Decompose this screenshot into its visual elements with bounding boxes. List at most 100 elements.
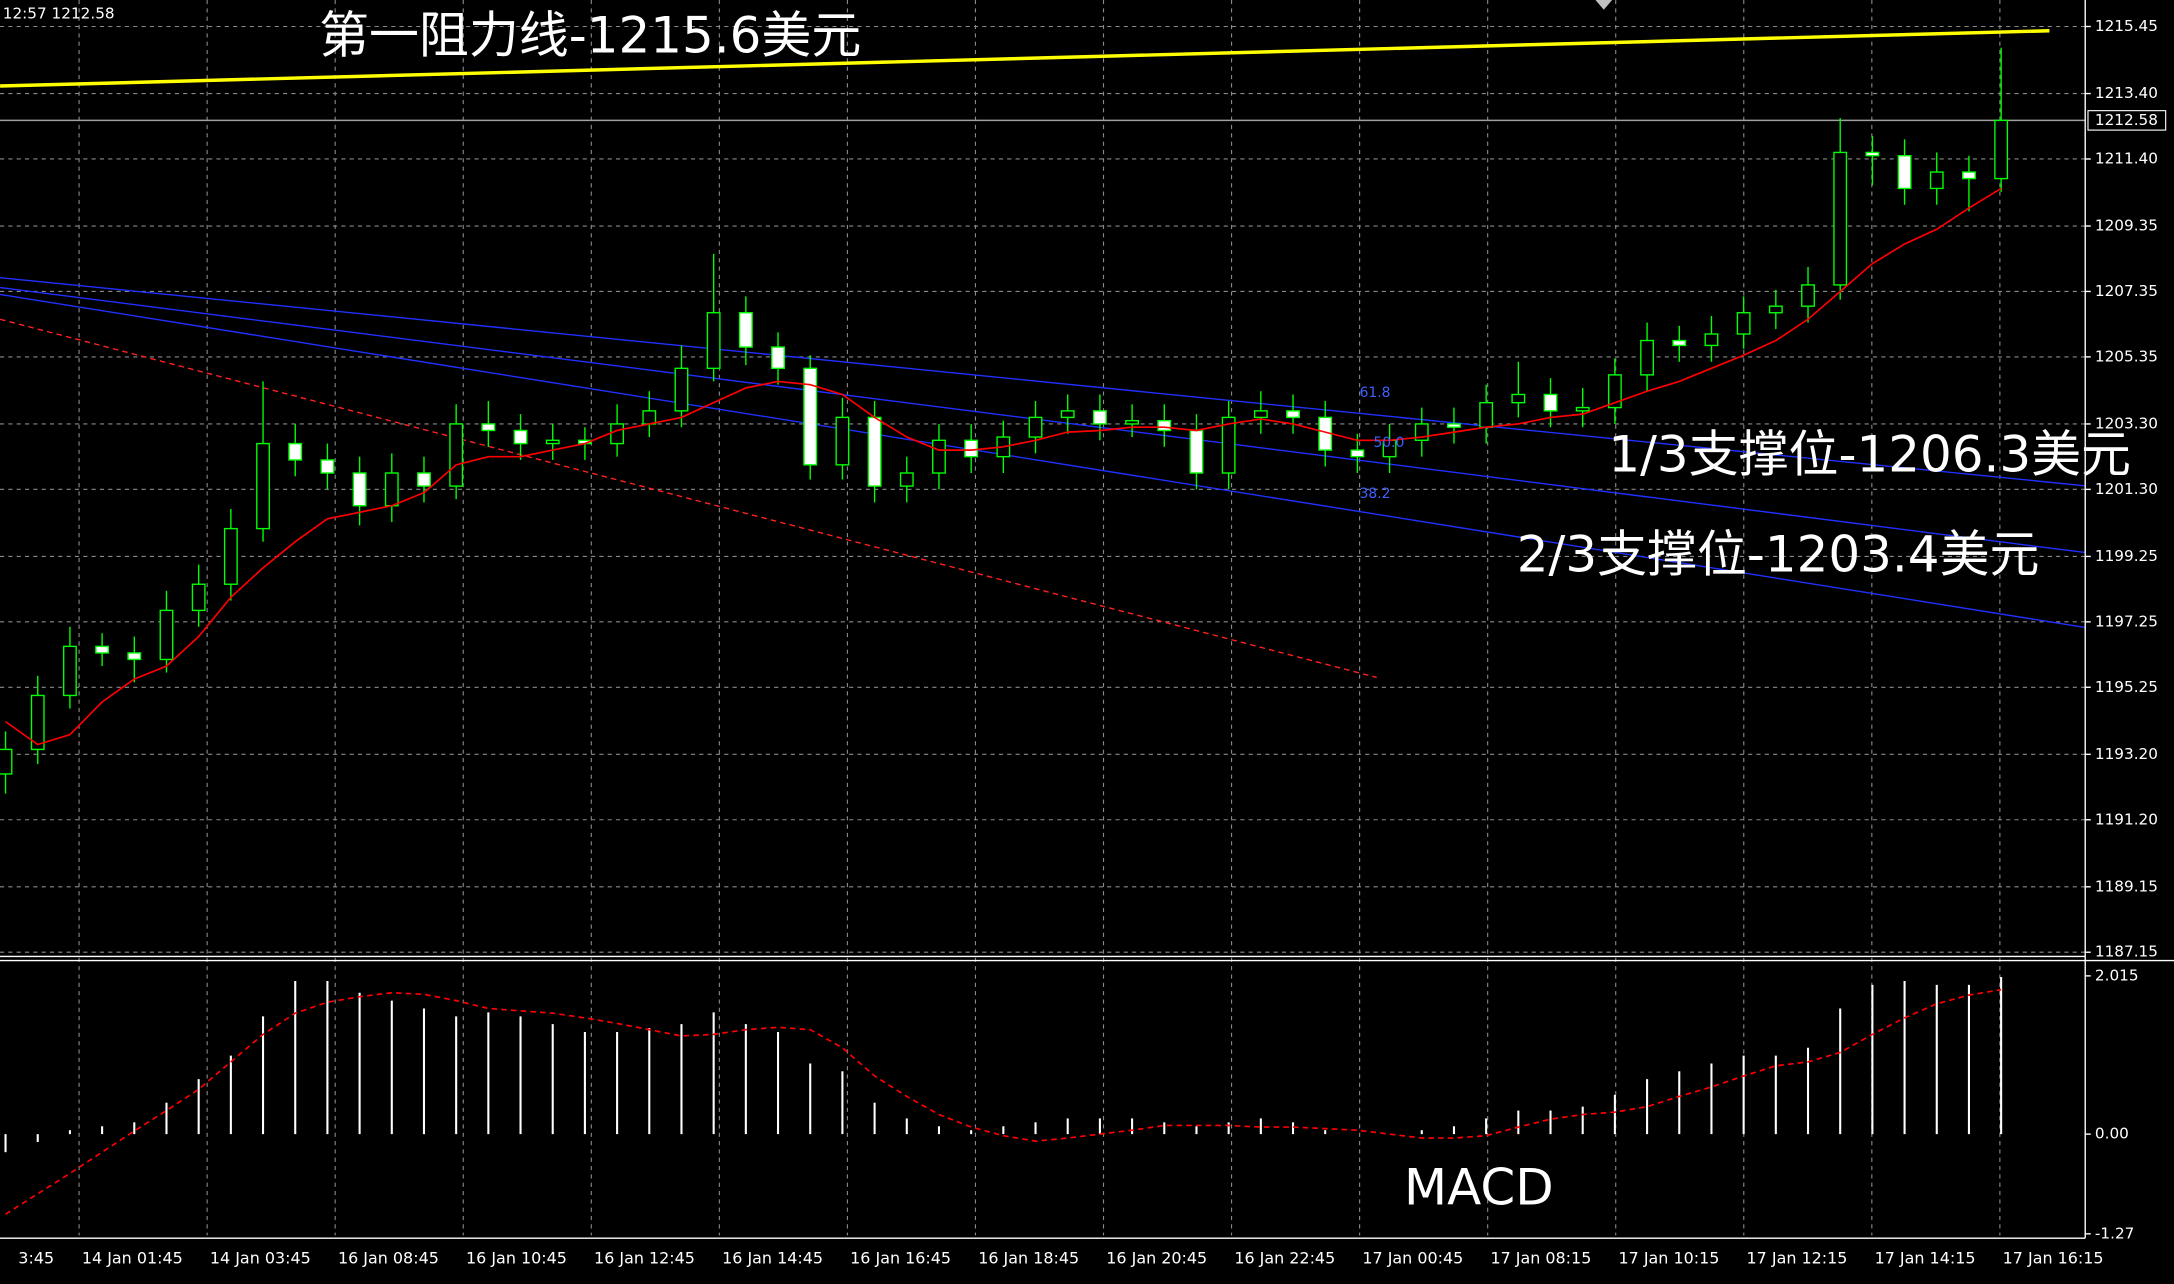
x-tick-label: 16 Jan 20:45 xyxy=(1106,1249,1207,1268)
signal-line xyxy=(5,988,2002,1215)
candle-body xyxy=(449,423,464,487)
fib-label: 50.0 xyxy=(1373,435,1404,451)
candle-body xyxy=(1060,410,1075,419)
fib-label: 38.2 xyxy=(1360,486,1391,502)
candle-body xyxy=(738,312,753,348)
trendline xyxy=(0,318,1377,679)
candle-body xyxy=(835,416,850,466)
candle-body xyxy=(803,367,818,466)
x-tick-label: 16 Jan 18:45 xyxy=(978,1249,1079,1268)
candle-body xyxy=(545,439,560,445)
candle-body xyxy=(867,416,882,487)
candle-body xyxy=(417,472,431,487)
candle-body xyxy=(1607,374,1622,409)
candle-body xyxy=(0,748,13,775)
x-tick-label: 17 Jan 08:15 xyxy=(1490,1249,1591,1268)
candle-body xyxy=(1962,171,1976,180)
candle-body xyxy=(1447,423,1461,428)
candle-body xyxy=(610,423,625,445)
candle-body xyxy=(1253,410,1268,419)
candle-body xyxy=(1511,393,1526,404)
candle-body xyxy=(1897,155,1912,190)
candle-body xyxy=(1286,410,1300,419)
y-tick-label: 1189.15 xyxy=(2095,877,2158,895)
x-tick-label: 16 Jan 10:45 xyxy=(466,1249,567,1268)
x-tick-label: 14 Jan 01:45 xyxy=(82,1249,183,1268)
candle-body xyxy=(1833,151,1848,286)
candle-body xyxy=(964,439,979,458)
candle-body xyxy=(1801,284,1815,307)
x-tick-label: 17 Jan 12:15 xyxy=(1747,1249,1848,1268)
candle-body xyxy=(1350,449,1365,458)
candle-body xyxy=(481,423,496,432)
candle-body xyxy=(1929,171,1944,190)
x-tick-label: 16 Jan 22:45 xyxy=(1234,1249,1335,1268)
current-price-box xyxy=(2087,110,2167,131)
candle-body xyxy=(62,645,77,697)
candle-body xyxy=(1640,339,1655,376)
y-tick-label: 1201.30 xyxy=(2095,480,2158,498)
candle-body xyxy=(256,442,270,530)
candle-body xyxy=(30,694,45,751)
x-tick-label: 17 Jan 00:45 xyxy=(1362,1249,1463,1268)
header: 12:57 1212.58 xyxy=(3,4,115,22)
candle-body xyxy=(384,472,399,507)
annotation: 2/3支撑位-1203.4美元 xyxy=(1517,526,2040,584)
y-tick-label: 1187.15 xyxy=(2095,943,2158,961)
y-tick-label: 1191.20 xyxy=(2095,810,2158,828)
candle-body xyxy=(1157,419,1172,432)
y-tick-label: 1203.30 xyxy=(2095,414,2158,432)
y-tick-label: 1199.25 xyxy=(2095,547,2158,565)
candle-body xyxy=(771,346,785,370)
x-tick-label: 17 Jan 16:15 xyxy=(2003,1249,2104,1268)
candle-body xyxy=(1125,419,1140,425)
candle-body xyxy=(1479,401,1494,428)
candle-body xyxy=(320,459,335,474)
annotation: 第一阻力线-1215.6美元 xyxy=(319,6,861,64)
x-tick-label: 16 Jan 14:45 xyxy=(722,1249,823,1268)
x-tick-label: 16 Jan 12:45 xyxy=(594,1249,695,1268)
candle-body xyxy=(159,609,174,661)
x-tick-label: 14 Jan 03:45 xyxy=(210,1249,311,1268)
y-tick-label: 1195.25 xyxy=(2095,678,2158,696)
candle-body xyxy=(223,527,238,585)
x-tick-label: 17 Jan 14:15 xyxy=(1875,1249,1976,1268)
x-tick-label: 16 Jan 16:45 xyxy=(850,1249,951,1268)
candle-body xyxy=(1736,312,1751,335)
candle-body xyxy=(191,583,206,612)
y-tick-label: 1213.40 xyxy=(2095,84,2158,102)
y-tick-label: 1211.40 xyxy=(2095,149,2158,167)
trendline xyxy=(0,293,2085,629)
candle-body xyxy=(1672,339,1687,347)
candle-body xyxy=(95,645,110,654)
candle-body xyxy=(352,472,367,507)
x-tick-label: 16 Jan 08:45 xyxy=(338,1249,439,1268)
y-tick-label: -1.27 xyxy=(2095,1224,2134,1242)
candle-body xyxy=(1704,333,1719,347)
candle-body xyxy=(1092,410,1107,425)
candle-body xyxy=(1221,416,1236,474)
grid-layer xyxy=(0,0,2086,1236)
candle-body xyxy=(288,442,303,461)
y-tick-label: 1205.35 xyxy=(2095,347,2158,365)
labels-layer: 12:57 1212.58 1215.45 1213.40 1211.40 1209.… xyxy=(3,0,2167,1268)
y-tick-label: 0.00 xyxy=(2095,1125,2129,1143)
candle-body xyxy=(674,367,689,412)
candle-body xyxy=(513,429,528,445)
candle-body xyxy=(1028,416,1043,438)
candle-body xyxy=(1994,119,2009,180)
x-tick-label: 3:45 xyxy=(18,1249,54,1268)
candle-body xyxy=(932,439,946,474)
candle-body xyxy=(127,652,142,661)
moving-average xyxy=(5,187,2002,746)
candle-body xyxy=(1575,406,1590,412)
marks-layer xyxy=(0,29,2086,1215)
x-tick-label: 17 Jan 10:15 xyxy=(1618,1249,1719,1268)
candle-body xyxy=(1865,151,1880,157)
y-tick-label: 1209.35 xyxy=(2095,217,2158,235)
y-tick-label: 1193.20 xyxy=(2095,745,2158,763)
y-tick-label: 1215.45 xyxy=(2095,17,2158,35)
candle-body xyxy=(1543,393,1558,412)
